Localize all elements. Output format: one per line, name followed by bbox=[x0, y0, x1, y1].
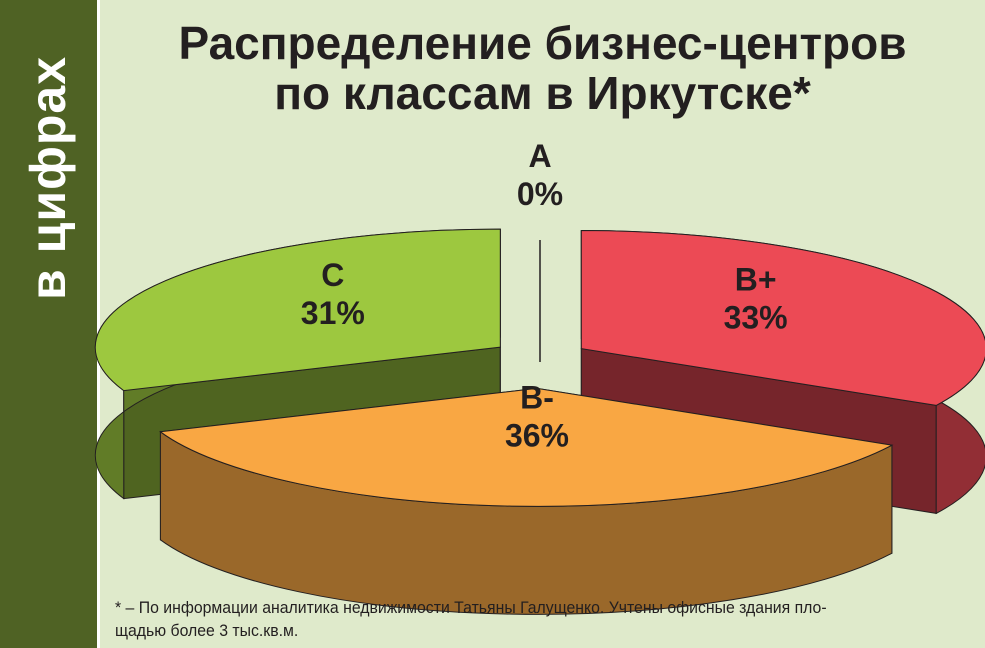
slice-label-a: A bbox=[528, 138, 551, 174]
slice-value-b-plus: 33% bbox=[724, 300, 788, 336]
slice-value-c: 31% bbox=[301, 295, 365, 331]
footnote-line-1: * – По информации аналитика недвижимости… bbox=[115, 598, 827, 617]
slice-value-b-minus: 36% bbox=[505, 417, 569, 453]
slice-label-b-minus: B- bbox=[520, 379, 554, 415]
footnote: * – По информации аналитика недвижимости… bbox=[115, 596, 915, 642]
sidebar: в цифрах bbox=[0, 0, 100, 648]
slice-value-a: 0% bbox=[517, 176, 563, 212]
slice-b-minus bbox=[159, 387, 894, 615]
chart-title-line-2: по классам в Иркутске* bbox=[274, 67, 811, 119]
chart-title-line-1: Распределение бизнес-центров bbox=[178, 17, 907, 69]
slice-label-b-plus: B+ bbox=[735, 262, 777, 298]
chart-title: Распределение бизнес-центров по классам … bbox=[100, 18, 985, 118]
footnote-line-2: щадью более 3 тыс.кв.м. bbox=[115, 621, 299, 640]
slice-label-c: C bbox=[321, 257, 344, 293]
